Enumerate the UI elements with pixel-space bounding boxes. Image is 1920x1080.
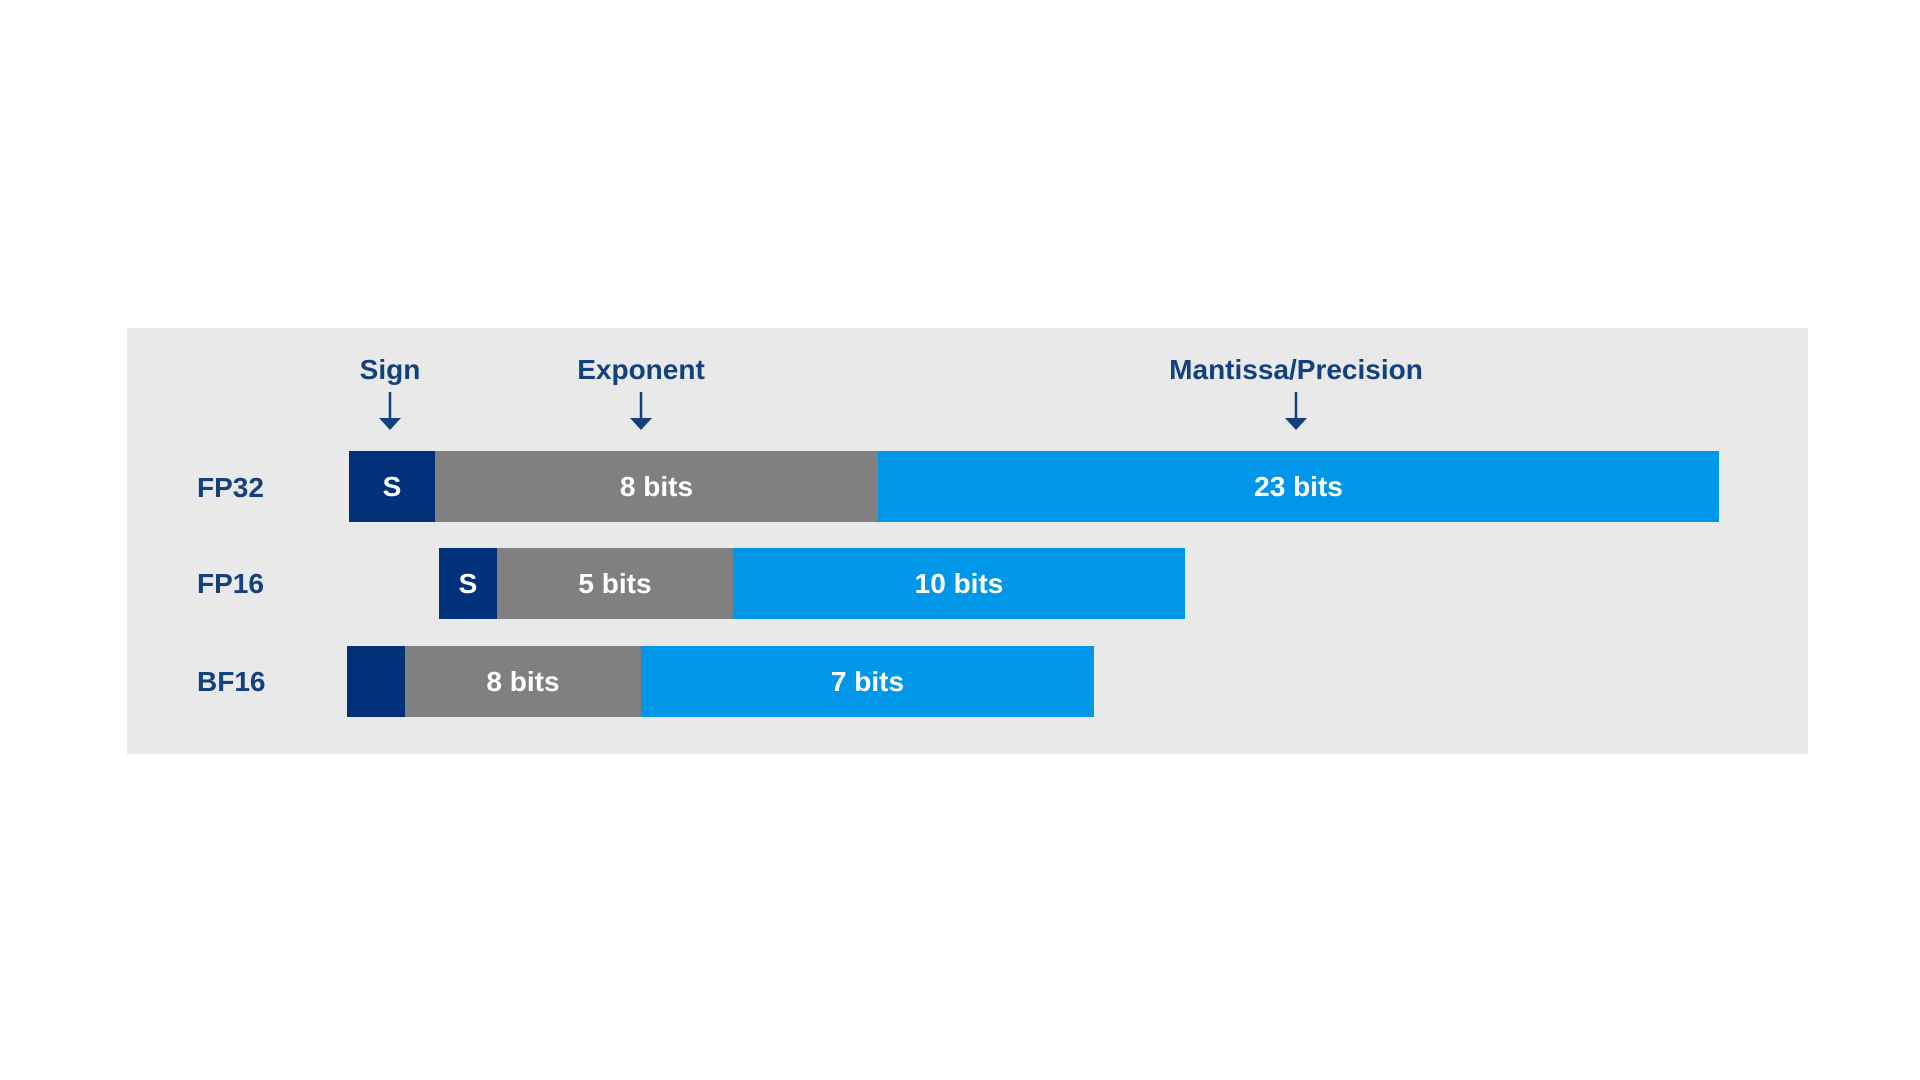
row-label-fp32: FP32: [197, 472, 264, 503]
exponent-header: Exponent: [577, 354, 705, 385]
bf16-mantissa-segment: 7 bits: [641, 646, 1094, 717]
sign-header: Sign: [359, 354, 421, 385]
fp16-sign-segment: S: [439, 548, 497, 619]
bf16-exponent-segment: 8 bits: [405, 646, 641, 717]
fp32-mantissa-segment: 23 bits: [878, 451, 1719, 522]
mantissa-header: Mantissa/Precision: [1169, 354, 1423, 385]
fp16-exponent-segment: 5 bits: [497, 548, 733, 619]
row-label-bf16: BF16: [197, 666, 266, 697]
fp32-sign-segment: S: [349, 451, 435, 522]
row-label-fp16: FP16: [197, 568, 264, 599]
fp16-mantissa-segment: 10 bits: [733, 548, 1185, 619]
bf16-sign-segment: [347, 646, 405, 717]
sign-down-arrow-icon: [379, 392, 401, 430]
fp32-exponent-segment: 8 bits: [435, 451, 878, 522]
exponent-down-arrow-icon: [630, 392, 652, 430]
mantissa-down-arrow-icon: [1285, 392, 1307, 430]
